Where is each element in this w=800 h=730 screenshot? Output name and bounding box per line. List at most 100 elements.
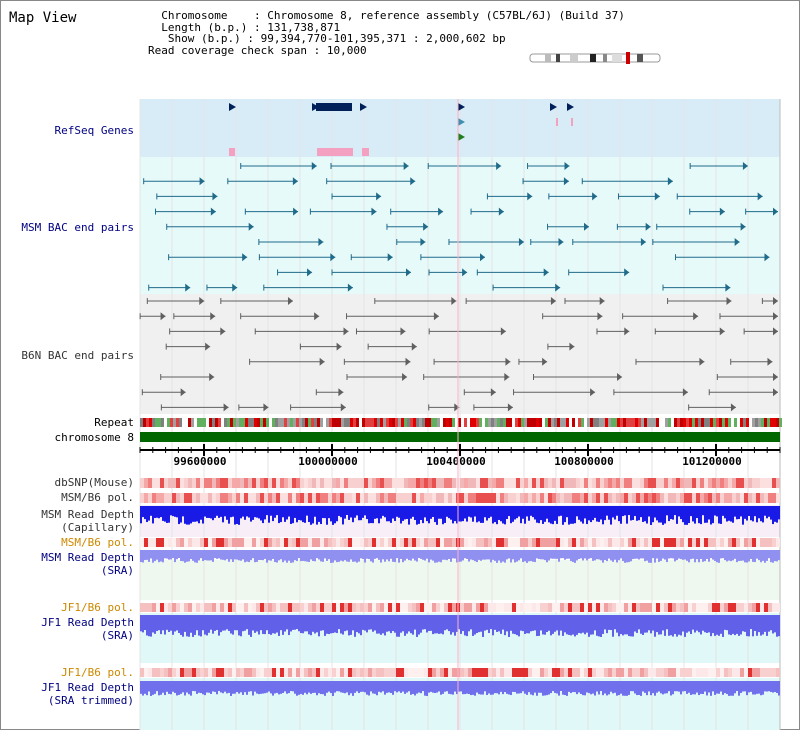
- dbsnp-cell: [428, 478, 432, 488]
- jf1-b6-pol-cell: [388, 603, 392, 612]
- msm-sra-depth-bar: [310, 550, 312, 560]
- msm-b6-pol2-cell: [404, 538, 408, 547]
- jf1-trim-depth-bar: [436, 681, 438, 693]
- jf1-trim-depth-bar: [636, 681, 638, 696]
- jf1-b6-pol-cell: [520, 603, 524, 612]
- msm-cap-depth-bar: [716, 506, 718, 517]
- msm-b6-pol-cell: [708, 493, 712, 503]
- jf1-b6-pol2-cell: [364, 668, 368, 677]
- msm-b6-pol2-cell: [168, 538, 172, 547]
- msm-b6-pol2-cell: [772, 538, 776, 547]
- msm-b6-pol2-cell: [400, 538, 404, 547]
- dbsnp-cell: [264, 478, 268, 488]
- depth-tracks[interactable]: [140, 506, 780, 696]
- jf1-trim-depth-bar: [728, 681, 730, 696]
- msm-cap-depth-bar: [544, 506, 546, 522]
- msm-cap-depth-bar: [682, 506, 684, 523]
- chromosome-ideogram[interactable]: [529, 52, 661, 64]
- msm-sra-depth-bar: [592, 550, 594, 561]
- jf1-trim-depth-bar: [182, 681, 184, 693]
- jf1-sra-depth-bar: [248, 615, 250, 635]
- msm-b6-pol2-cell: [324, 538, 328, 547]
- page-title: Map View: [9, 10, 77, 26]
- refseq-genes-track[interactable]: [229, 103, 574, 156]
- msm-b6-pol-cell: [572, 493, 576, 503]
- msm-cap-depth-bar: [194, 506, 196, 522]
- msm-sra-depth-bar: [324, 550, 326, 559]
- msm-cap-depth-bar: [706, 506, 708, 523]
- msm-sra-depth-bar: [376, 550, 378, 559]
- dbsnp-cell: [160, 478, 164, 488]
- b6n-bac-track[interactable]: [139, 297, 778, 412]
- jf1-sra-depth-bar: [492, 615, 494, 636]
- msm-sra-depth-bar: [440, 550, 442, 563]
- msm-cap-depth-bar: [730, 506, 732, 522]
- jf1-trim-depth-bar: [402, 681, 404, 692]
- dbsnp-cell: [756, 478, 760, 488]
- jf1-trim-depth-bar: [408, 681, 410, 692]
- msm-sra-depth-bar: [152, 550, 154, 563]
- msm-cap-depth-bar: [650, 506, 652, 525]
- jf1-sra-depth-bar: [454, 615, 456, 636]
- dbsnp-cell: [296, 478, 300, 488]
- jf1-sra-depth-bar: [176, 615, 178, 631]
- show-key: Show (b.p.): [167, 32, 241, 45]
- msm-cap-depth-bar: [576, 506, 578, 517]
- msm-cap-depth-bar: [450, 506, 452, 520]
- dbsnp-cell: [412, 478, 416, 488]
- msm-bac-track[interactable]: [143, 162, 778, 292]
- msm-b6-pol-cell: [328, 493, 332, 503]
- jf1-b6-pol-cell: [356, 603, 360, 612]
- msm-sra-depth-bar: [632, 550, 634, 560]
- jf1-sra-depth-bar: [530, 615, 532, 632]
- msm-cap-depth-bar: [458, 506, 460, 522]
- msm-sra-depth-bar: [200, 550, 202, 559]
- msm-b6-pol2-cell: [668, 538, 672, 547]
- msm-cap-depth-bar: [230, 506, 232, 518]
- jf1-b6-pol2-cell: [220, 668, 224, 677]
- jf1-b6-pol-cell: [392, 603, 396, 612]
- jf1-sra-depth-bar: [304, 615, 306, 632]
- msm-cap-depth-bar: [494, 506, 496, 523]
- jf1-b6-pol-cell: [640, 603, 644, 612]
- msm-sra-depth-bar: [636, 550, 638, 559]
- chromosome-bar[interactable]: [140, 432, 780, 442]
- jf1-trim-depth-bar: [488, 681, 490, 694]
- msm-cap-depth-bar: [720, 506, 722, 524]
- jf1-b6-pol-cell: [340, 603, 344, 612]
- msm-cap-depth-bar: [288, 506, 290, 517]
- jf1-sra-depth-bar: [676, 615, 678, 637]
- jf1-b6-pol-cell: [280, 603, 284, 612]
- msm-cap-depth-bar: [708, 506, 710, 520]
- jf1-sra-depth-bar: [240, 615, 242, 637]
- msm-cap-depth-bar: [508, 506, 510, 517]
- jf1-trim-depth-bar: [176, 681, 178, 696]
- jf1-sra-depth-bar: [432, 615, 434, 635]
- jf1-trim-depth-bar: [454, 681, 456, 692]
- msm-cap-depth-bar: [552, 506, 554, 525]
- jf1-trim-depth-bar: [364, 681, 366, 693]
- repeat-track[interactable]: [140, 418, 782, 427]
- jf1-trim-depth-bar: [398, 681, 400, 692]
- msm-sra-depth-bar: [288, 550, 290, 561]
- jf1-sra-depth-bar: [548, 615, 550, 631]
- msm-cap-depth-bar: [558, 506, 560, 517]
- msm-cap-depth-bar: [588, 506, 590, 521]
- msm-cap-depth-bar: [766, 506, 768, 519]
- b6n-bac-pair-arrow: [220, 327, 226, 336]
- jf1-trim-depth-bar: [676, 681, 678, 692]
- jf1-sra-depth-bar: [522, 615, 524, 632]
- msm-cap-depth-bar: [464, 506, 466, 519]
- jf1-sra-depth-bar: [596, 615, 598, 636]
- msm-sra-depth-bar: [454, 550, 456, 559]
- jf1-trim-depth-bar: [210, 681, 212, 694]
- jf1-b6-pol2-cell: [148, 668, 152, 677]
- jf1-sra-depth-bar: [450, 615, 452, 635]
- jf1-trim-depth-bar: [648, 681, 650, 692]
- heat-tracks[interactable]: [140, 478, 780, 677]
- jf1-sra-depth-bar: [270, 615, 272, 635]
- jf1-trim-depth-bar: [354, 681, 356, 693]
- repeat-block: [716, 418, 719, 427]
- msm-b6-pol-cell: [652, 493, 656, 503]
